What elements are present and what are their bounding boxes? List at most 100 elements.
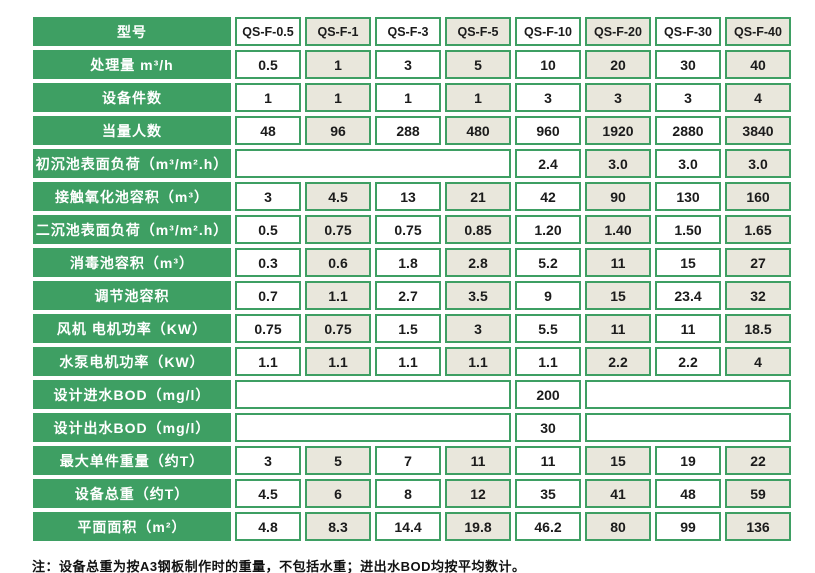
data-cell: 1.1 xyxy=(235,347,301,376)
data-cell: 0.85 xyxy=(445,215,511,244)
data-cell: 8 xyxy=(375,479,441,508)
data-cell: 3.0 xyxy=(585,149,651,178)
row-label-cell: 调节池容积 xyxy=(33,281,231,310)
spec-table: 型号 QS-F-0.5 QS-F-1 QS-F-3 QS-F-5 QS-F-10 QS-F-… xyxy=(29,13,795,545)
data-cell: 9 xyxy=(515,281,581,310)
data-cell: 19 xyxy=(655,446,721,475)
data-cell: 2.7 xyxy=(375,281,441,310)
data-cell: 46.2 xyxy=(515,512,581,541)
footnote: 注：设备总重为按A3钢板制作时的重量，不包括水重；进出水BOD均按平均数计。 xyxy=(32,559,526,573)
table-row: 设备总重（约T） 4.5 6 8 12 35 41 48 59 xyxy=(33,479,791,508)
data-cell: 0.5 xyxy=(235,50,301,79)
data-cell: 2.8 xyxy=(445,248,511,277)
data-cell: 4 xyxy=(725,83,791,112)
data-cell: 96 xyxy=(305,116,371,145)
data-cell: 40 xyxy=(725,50,791,79)
table-row: 处理量 m³/h 0.5 1 3 5 10 20 30 40 xyxy=(33,50,791,79)
data-cell: 3 xyxy=(375,50,441,79)
data-cell: 2.4 xyxy=(515,149,581,178)
blank-merged-cell xyxy=(235,149,511,178)
data-cell: 5.5 xyxy=(515,314,581,343)
data-cell: 130 xyxy=(655,182,721,211)
data-cell: 32 xyxy=(725,281,791,310)
data-cell: 18.5 xyxy=(725,314,791,343)
data-cell: 90 xyxy=(585,182,651,211)
data-cell: 2880 xyxy=(655,116,721,145)
data-cell: 3.5 xyxy=(445,281,511,310)
blank-merged-cell xyxy=(235,380,511,409)
data-cell: 1.50 xyxy=(655,215,721,244)
table-row: 设计进水BOD（mg/l） 200 xyxy=(33,380,791,409)
data-cell: 21 xyxy=(445,182,511,211)
model-header-cell: QS-F-20 xyxy=(585,17,651,46)
data-cell: 6 xyxy=(305,479,371,508)
data-cell: 3 xyxy=(235,446,301,475)
data-cell: 15 xyxy=(585,281,651,310)
data-cell: 30 xyxy=(655,50,721,79)
model-header-cell: QS-F-1 xyxy=(305,17,371,46)
data-cell: 35 xyxy=(515,479,581,508)
data-cell: 48 xyxy=(655,479,721,508)
data-cell: 1.40 xyxy=(585,215,651,244)
table-row: 当量人数 48 96 288 480 960 1920 2880 3840 xyxy=(33,116,791,145)
row-label-cell: 最大单件重量（约T） xyxy=(33,446,231,475)
data-cell: 4.8 xyxy=(235,512,301,541)
model-header-cell: QS-F-30 xyxy=(655,17,721,46)
data-cell: 11 xyxy=(585,248,651,277)
data-cell: 480 xyxy=(445,116,511,145)
data-cell: 30 xyxy=(515,413,581,442)
data-cell: 99 xyxy=(655,512,721,541)
data-cell: 1 xyxy=(235,83,301,112)
data-cell: 288 xyxy=(375,116,441,145)
data-cell: 22 xyxy=(725,446,791,475)
data-cell: 1.1 xyxy=(515,347,581,376)
data-cell: 1.8 xyxy=(375,248,441,277)
table-row: 接触氧化池容积（m³） 3 4.5 13 21 42 90 130 160 xyxy=(33,182,791,211)
data-cell: 1.65 xyxy=(725,215,791,244)
data-cell: 2.2 xyxy=(655,347,721,376)
model-header-cell: QS-F-5 xyxy=(445,17,511,46)
data-cell: 5 xyxy=(445,50,511,79)
model-header-cell: QS-F-3 xyxy=(375,17,441,46)
data-cell: 1920 xyxy=(585,116,651,145)
blank-merged-cell xyxy=(585,413,791,442)
data-cell: 5 xyxy=(305,446,371,475)
table-row: 设计出水BOD（mg/l） 30 xyxy=(33,413,791,442)
data-cell: 3840 xyxy=(725,116,791,145)
row-label-cell: 设计进水BOD（mg/l） xyxy=(33,380,231,409)
data-cell: 11 xyxy=(655,314,721,343)
data-cell: 13 xyxy=(375,182,441,211)
row-label-cell: 设备件数 xyxy=(33,83,231,112)
row-label-cell: 接触氧化池容积（m³） xyxy=(33,182,231,211)
table-row: 风机 电机功率（KW） 0.75 0.75 1.5 3 5.5 11 11 18.5 xyxy=(33,314,791,343)
table-row: 初沉池表面负荷（m³/m².h） 2.4 3.0 3.0 3.0 xyxy=(33,149,791,178)
data-cell: 1.5 xyxy=(375,314,441,343)
data-cell: 3 xyxy=(585,83,651,112)
model-header-cell: QS-F-0.5 xyxy=(235,17,301,46)
data-cell: 12 xyxy=(445,479,511,508)
data-cell: 1.1 xyxy=(305,347,371,376)
data-cell: 8.3 xyxy=(305,512,371,541)
data-cell: 200 xyxy=(515,380,581,409)
data-cell: 41 xyxy=(585,479,651,508)
data-cell: 4.5 xyxy=(305,182,371,211)
table-row: 消毒池容积（m³） 0.3 0.6 1.8 2.8 5.2 11 15 27 xyxy=(33,248,791,277)
data-cell: 1.1 xyxy=(445,347,511,376)
model-header-cell: QS-F-10 xyxy=(515,17,581,46)
row-label-cell: 二沉池表面负荷（m³/m².h） xyxy=(33,215,231,244)
data-cell: 0.3 xyxy=(235,248,301,277)
data-cell: 3 xyxy=(445,314,511,343)
data-cell: 0.7 xyxy=(235,281,301,310)
row-label-cell: 初沉池表面负荷（m³/m².h） xyxy=(33,149,231,178)
header-row: 型号 QS-F-0.5 QS-F-1 QS-F-3 QS-F-5 QS-F-10 QS-F-… xyxy=(33,17,791,46)
data-cell: 15 xyxy=(585,446,651,475)
data-cell: 3 xyxy=(235,182,301,211)
data-cell: 15 xyxy=(655,248,721,277)
blank-merged-cell xyxy=(585,380,791,409)
row-label-cell: 水泵电机功率（KW） xyxy=(33,347,231,376)
table-row: 平面面积（m²） 4.8 8.3 14.4 19.8 46.2 80 99 136 xyxy=(33,512,791,541)
data-cell: 7 xyxy=(375,446,441,475)
data-cell: 3 xyxy=(655,83,721,112)
data-cell: 19.8 xyxy=(445,512,511,541)
